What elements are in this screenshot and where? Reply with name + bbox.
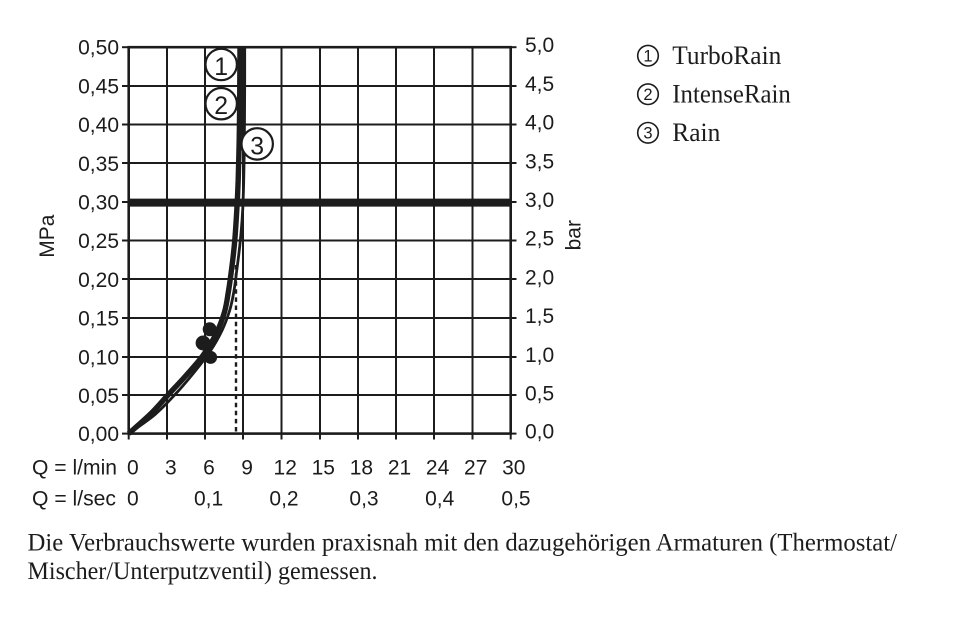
svg-text:0,40: 0,40: [78, 114, 119, 137]
svg-text:27: 27: [464, 457, 487, 480]
svg-text:0,50: 0,50: [78, 37, 119, 60]
svg-text:0,25: 0,25: [78, 230, 119, 253]
svg-text:3: 3: [643, 125, 652, 143]
svg-text:0,10: 0,10: [78, 346, 119, 369]
svg-text:0,00: 0,00: [78, 423, 119, 446]
svg-text:30: 30: [502, 457, 525, 480]
svg-text:0,5: 0,5: [525, 383, 554, 406]
svg-text:0,1: 0,1: [194, 487, 223, 510]
svg-text:0,20: 0,20: [78, 269, 119, 292]
svg-text:4,0: 4,0: [525, 112, 554, 135]
svg-text:5,0: 5,0: [525, 34, 554, 57]
svg-text:1,5: 1,5: [525, 305, 554, 328]
svg-text:Rain: Rain: [672, 118, 720, 147]
svg-text:15: 15: [312, 457, 335, 480]
svg-text:6: 6: [203, 457, 215, 480]
svg-text:0: 0: [127, 487, 139, 510]
svg-text:4,5: 4,5: [525, 73, 554, 96]
svg-text:TurboRain: TurboRain: [672, 41, 781, 70]
svg-text:0,0: 0,0: [525, 421, 554, 444]
svg-text:1: 1: [643, 48, 652, 66]
svg-text:Die Verbrauchswerte wurden pra: Die Verbrauchswerte wurden praxisnah mit…: [28, 530, 898, 557]
svg-text:3: 3: [165, 457, 177, 480]
svg-text:0,5: 0,5: [501, 487, 530, 510]
svg-text:0: 0: [127, 457, 139, 480]
svg-text:2,5: 2,5: [525, 228, 554, 251]
svg-text:bar: bar: [563, 220, 586, 250]
svg-text:2: 2: [214, 93, 228, 120]
svg-text:Q = l/sec: Q = l/sec: [32, 487, 116, 510]
svg-text:3,0: 3,0: [525, 189, 554, 212]
svg-text:21: 21: [388, 457, 411, 480]
svg-text:0,2: 0,2: [269, 487, 298, 510]
svg-text:1: 1: [214, 54, 228, 81]
svg-text:0,3: 0,3: [349, 487, 378, 510]
svg-text:12: 12: [274, 457, 297, 480]
svg-text:IntenseRain: IntenseRain: [672, 80, 791, 109]
svg-text:3: 3: [250, 133, 264, 160]
svg-text:24: 24: [426, 457, 450, 480]
svg-text:0,4: 0,4: [425, 487, 455, 510]
svg-text:0,45: 0,45: [78, 75, 119, 98]
svg-text:18: 18: [350, 457, 373, 480]
svg-text:0,05: 0,05: [78, 385, 119, 408]
svg-text:MPa: MPa: [36, 214, 59, 258]
svg-text:1,0: 1,0: [525, 344, 554, 367]
svg-text:Mischer/Unterputzventil) gemes: Mischer/Unterputzventil) gemessen.: [28, 558, 378, 585]
svg-text:0,15: 0,15: [78, 308, 119, 331]
svg-text:3,5: 3,5: [525, 150, 554, 173]
svg-text:0,30: 0,30: [78, 192, 119, 215]
svg-text:0,35: 0,35: [78, 153, 119, 176]
svg-text:9: 9: [241, 457, 253, 480]
svg-text:2,0: 2,0: [525, 266, 554, 289]
svg-text:Q = l/min: Q = l/min: [32, 457, 117, 480]
svg-text:2: 2: [643, 86, 652, 104]
